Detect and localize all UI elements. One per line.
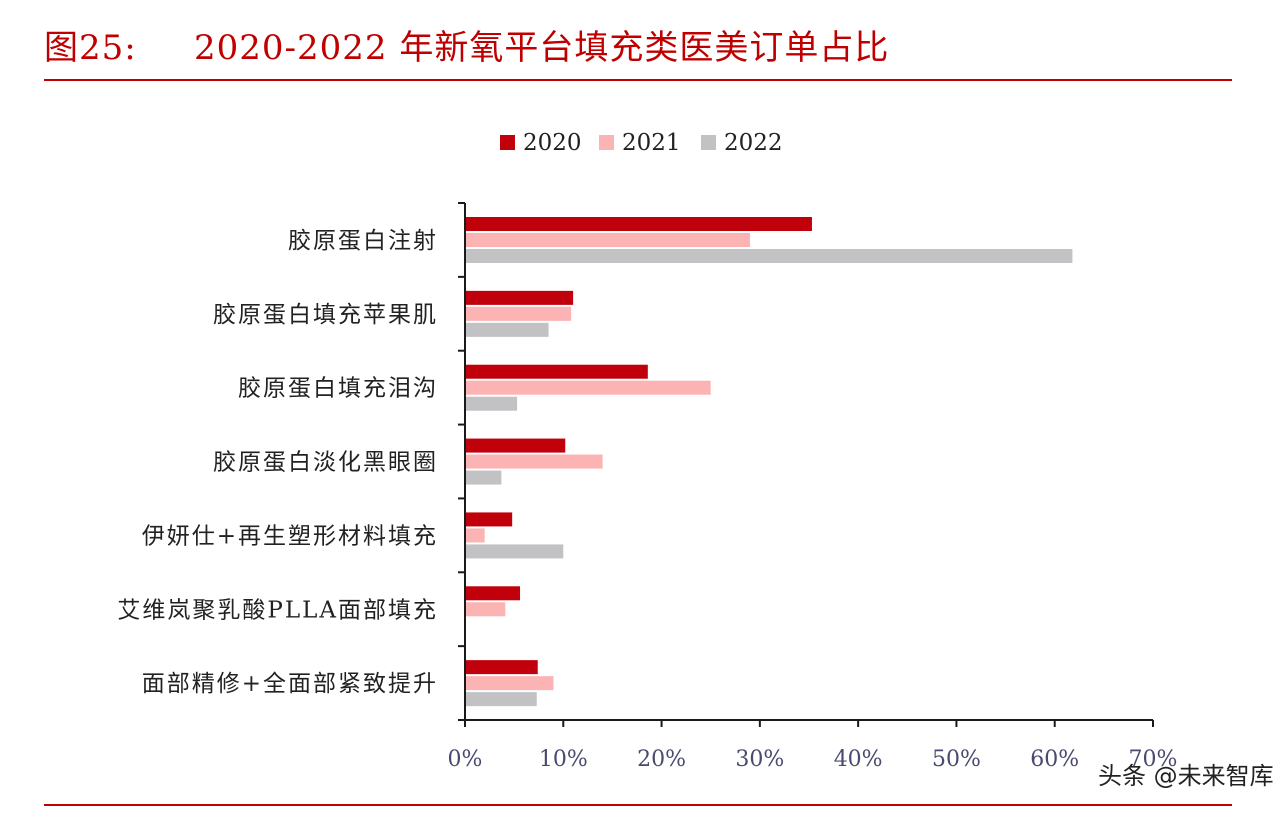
x-tick-label-2: 20% xyxy=(637,747,686,772)
watermark: 头条 @未来智库 xyxy=(1098,756,1274,791)
legend-swatch-2021 xyxy=(599,135,614,150)
bar-2021-6 xyxy=(465,676,554,691)
bar-2020-2 xyxy=(465,364,648,379)
x-tick-label-6: 60% xyxy=(1030,747,1079,772)
x-tick-label-1: 10% xyxy=(539,747,588,772)
legend-swatch-2020 xyxy=(500,135,515,150)
x-tick-label-4: 40% xyxy=(834,747,883,772)
bar-2020-1 xyxy=(465,290,574,305)
legend-label-2020: 2020 xyxy=(523,130,582,156)
bar-2022-4 xyxy=(465,544,564,559)
bar-2020-4 xyxy=(465,512,513,527)
category-label-0: 胶原蛋白注射 xyxy=(288,228,438,254)
bar-2021-0 xyxy=(465,233,751,247)
bar-2022-1 xyxy=(465,322,549,337)
category-label-2: 胶原蛋白填充泪沟 xyxy=(238,376,438,402)
legend-swatch-2022 xyxy=(701,135,716,150)
category-label-4: 伊妍仕+再生塑形材料填充 xyxy=(142,523,438,549)
bar-2020-6 xyxy=(465,660,538,675)
legend-label-2022: 2022 xyxy=(724,130,783,156)
category-label-5: 艾维岚聚乳酸PLLA面部填充 xyxy=(117,597,438,623)
legend-label-2021: 2021 xyxy=(622,130,681,156)
x-tick-labels: 0% 10% 20% 30% 40% 50% 60% 70% xyxy=(448,747,1178,772)
x-tick-label-5: 50% xyxy=(932,747,981,772)
bar-2020-3 xyxy=(465,438,566,453)
x-tick-label-0: 0% xyxy=(448,747,483,772)
bar-2021-3 xyxy=(465,454,603,469)
bar-2022-6 xyxy=(465,692,537,707)
figure-title: 图25: 2020-2022 年新氧平台填充类医美订单占比 xyxy=(44,20,1244,68)
bar-2020-0 xyxy=(465,217,812,231)
bottom-rule xyxy=(44,804,1232,806)
category-label-6: 面部精修+全面部紧致提升 xyxy=(142,671,438,697)
bar-2022-2 xyxy=(465,396,518,411)
x-tick-label-3: 30% xyxy=(735,747,784,772)
bar-2021-4 xyxy=(465,528,485,543)
watermark-text: 头条 @未来智库 xyxy=(1098,762,1274,790)
bar-series xyxy=(465,217,1073,707)
bar-2021-5 xyxy=(465,602,506,617)
figure-number: 图25: xyxy=(44,28,137,68)
category-label-1: 胶原蛋白填充苹果肌 xyxy=(213,302,438,328)
bar-2021-2 xyxy=(465,380,711,395)
chart-axes xyxy=(458,202,1154,727)
chart-legend: 2020 2021 2022 xyxy=(500,130,783,156)
figure-title-text: 2020-2022 年新氧平台填充类医美订单占比 xyxy=(194,28,890,68)
bar-2022-0 xyxy=(465,249,1073,263)
x-tick-label-7: 70% xyxy=(1129,747,1178,772)
bar-2021-1 xyxy=(465,306,572,321)
title-rule xyxy=(44,79,1232,81)
category-label-3: 胶原蛋白淡化黑眼圈 xyxy=(213,450,438,476)
category-labels: 胶原蛋白注射胶原蛋白填充苹果肌胶原蛋白填充泪沟胶原蛋白淡化黑眼圈伊妍仕+再生塑形… xyxy=(117,228,438,697)
bar-2020-5 xyxy=(465,586,521,601)
bar-2022-3 xyxy=(465,470,502,485)
